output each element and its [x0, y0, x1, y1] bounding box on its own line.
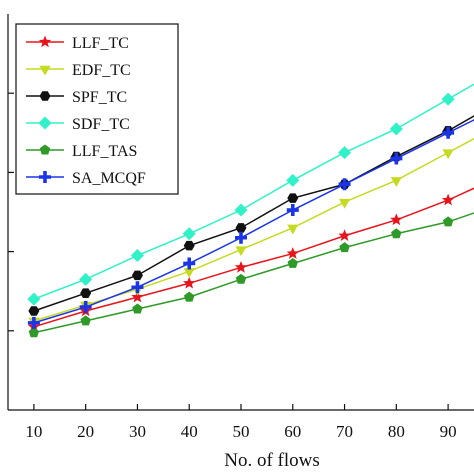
- legend-item: SDF_TC: [26, 116, 130, 133]
- data-point: [287, 224, 299, 235]
- x-tick-label: 90: [440, 422, 457, 441]
- series-line: [33, 187, 474, 328]
- series-llf-tas: [28, 212, 474, 338]
- data-point: [183, 276, 196, 289]
- data-point: [131, 281, 144, 294]
- data-point: [132, 303, 143, 314]
- data-point: [131, 270, 143, 281]
- data-point: [338, 198, 351, 209]
- data-point: [130, 249, 144, 263]
- data-point: [28, 327, 40, 338]
- data-point: [287, 257, 299, 268]
- series-line: [33, 119, 474, 324]
- legend-marker: [38, 116, 52, 130]
- data-point: [28, 306, 40, 316]
- data-point: [390, 152, 403, 165]
- series-line: [33, 115, 474, 312]
- data-point: [80, 315, 91, 326]
- data-point: [442, 126, 455, 139]
- data-point: [286, 247, 299, 259]
- data-point: [286, 173, 300, 187]
- x-tick-label: 50: [233, 422, 250, 441]
- data-point: [234, 203, 248, 217]
- data-point: [27, 292, 41, 306]
- legend-item: SA_MCQF: [26, 170, 146, 187]
- y-axis: [7, 14, 14, 410]
- legend-label: SA_MCQF: [72, 170, 146, 187]
- legend-marker: [39, 91, 51, 101]
- legend-label: LLF_TC: [72, 35, 129, 52]
- data-point: [286, 204, 299, 217]
- legend-label: SDF_TC: [72, 116, 130, 133]
- data-point: [235, 223, 247, 233]
- series-sdf-tc: [27, 83, 474, 306]
- data-point: [183, 257, 196, 270]
- data-point: [389, 122, 403, 136]
- series-line: [33, 212, 474, 334]
- x-tick-label: 70: [336, 422, 353, 441]
- data-point: [235, 273, 247, 284]
- data-point: [390, 177, 402, 187]
- legend-label: SPF_TC: [72, 89, 127, 106]
- data-point: [131, 290, 144, 303]
- legend-label: LLF_TAS: [72, 143, 137, 160]
- data-point: [338, 229, 351, 242]
- data-point: [182, 227, 196, 241]
- data-point: [235, 231, 247, 244]
- legend-item: LLF_TAS: [26, 143, 137, 160]
- x-tick-label: 30: [129, 422, 146, 441]
- x-axis: 10 20 30 40 50 60 70 80 90: [8, 404, 474, 441]
- legend: LLF_TC EDF_TC SPF_TC SDF_TC LLF_TAS SA_MCQF: [15, 23, 179, 195]
- legend-box: [15, 23, 179, 195]
- data-point: [339, 242, 350, 253]
- data-point: [442, 149, 454, 160]
- series-sa-mcqf: [27, 119, 474, 329]
- x-tick-label: 40: [181, 422, 198, 441]
- data-point: [183, 240, 195, 251]
- data-point: [441, 92, 455, 106]
- data-point: [183, 268, 195, 278]
- data-point: [287, 193, 299, 203]
- x-tick-label: 20: [77, 422, 94, 441]
- data-point: [80, 288, 92, 298]
- x-axis-label: No. of flows: [224, 450, 320, 471]
- legend-item: SPF_TC: [26, 89, 127, 106]
- data-point: [338, 146, 352, 160]
- plot-lines: [27, 83, 474, 338]
- data-point: [390, 213, 403, 226]
- data-point: [79, 272, 93, 286]
- series-line: [33, 83, 474, 300]
- x-tick-label: 10: [25, 422, 42, 441]
- data-point: [441, 193, 455, 206]
- legend-marker: [39, 144, 51, 155]
- legend-item: LLF_TC: [26, 35, 129, 52]
- data-point: [442, 216, 454, 227]
- data-point: [338, 178, 351, 191]
- series-spf-tc: [28, 115, 474, 316]
- data-point: [234, 260, 248, 273]
- legend-marker: [39, 65, 51, 76]
- legend-marker: [39, 171, 51, 183]
- data-point: [235, 246, 247, 257]
- legend-item: EDF_TC: [26, 62, 131, 79]
- x-tick-label: 60: [284, 422, 301, 441]
- legend-marker: [38, 35, 52, 48]
- data-point: [391, 228, 402, 239]
- data-point: [79, 301, 92, 314]
- data-point: [183, 291, 195, 302]
- legend-label: EDF_TC: [72, 62, 131, 79]
- data-point: [27, 316, 40, 329]
- x-tick-label: 80: [388, 422, 405, 441]
